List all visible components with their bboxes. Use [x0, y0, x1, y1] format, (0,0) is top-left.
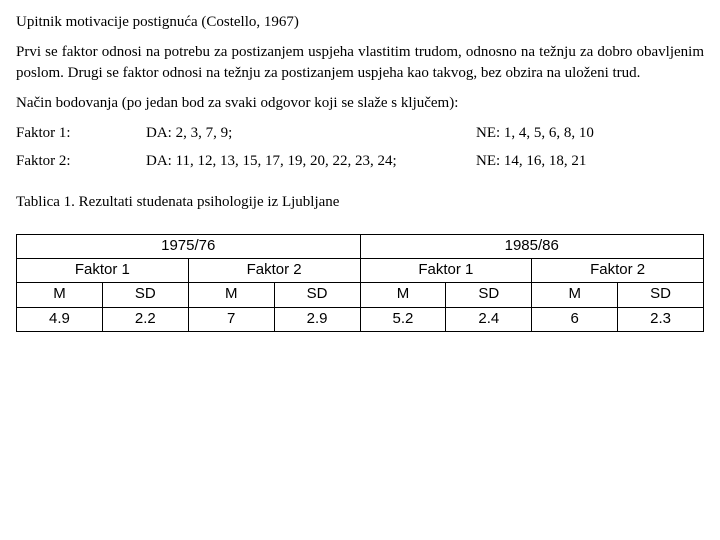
stat-header: M: [17, 283, 103, 307]
value-cell: 4.9: [17, 307, 103, 331]
table-row: 1975/76 1985/86: [17, 234, 704, 258]
value-cell: 6: [532, 307, 618, 331]
value-cell: 7: [188, 307, 274, 331]
table-row: M SD M SD M SD M SD: [17, 283, 704, 307]
factor-label: Faktor 1:: [16, 123, 146, 143]
scoring-row: Faktor 2: DA: 11, 12, 13, 15, 17, 19, 20…: [16, 151, 704, 171]
year-header: 1975/76: [17, 234, 361, 258]
table-caption: Tablica 1. Rezultati studenata psihologi…: [16, 192, 704, 212]
value-cell: 2.9: [274, 307, 360, 331]
factor-ne: NE: 1, 4, 5, 6, 8, 10: [476, 123, 704, 143]
factor-header: Faktor 1: [17, 259, 189, 283]
factor-da: DA: 11, 12, 13, 15, 17, 19, 20, 22, 23, …: [146, 151, 476, 171]
factor-header: Faktor 2: [532, 259, 704, 283]
value-cell: 5.2: [360, 307, 446, 331]
value-cell: 2.4: [446, 307, 532, 331]
factor-label: Faktor 2:: [16, 151, 146, 171]
scoring-intro: Način bodovanja (po jedan bod za svaki o…: [16, 93, 704, 113]
table-row: 4.9 2.2 7 2.9 5.2 2.4 6 2.3: [17, 307, 704, 331]
factor-ne: NE: 14, 16, 18, 21: [476, 151, 704, 171]
factor-da: DA: 2, 3, 7, 9;: [146, 123, 476, 143]
factor-header: Faktor 2: [188, 259, 360, 283]
page-title: Upitnik motivacije postignuća (Costello,…: [16, 12, 704, 32]
stat-header: M: [532, 283, 618, 307]
stat-header: SD: [274, 283, 360, 307]
stat-header: M: [188, 283, 274, 307]
year-header: 1985/86: [360, 234, 704, 258]
stat-header: SD: [618, 283, 704, 307]
stat-header: M: [360, 283, 446, 307]
factor-header: Faktor 1: [360, 259, 532, 283]
table-row: Faktor 1 Faktor 2 Faktor 1 Faktor 2: [17, 259, 704, 283]
stat-header: SD: [446, 283, 532, 307]
description-paragraph: Prvi se faktor odnosi na potrebu za post…: [16, 42, 704, 83]
results-table: 1975/76 1985/86 Faktor 1 Faktor 2 Faktor…: [16, 234, 704, 332]
value-cell: 2.3: [618, 307, 704, 331]
scoring-row: Faktor 1: DA: 2, 3, 7, 9; NE: 1, 4, 5, 6…: [16, 123, 704, 143]
value-cell: 2.2: [102, 307, 188, 331]
stat-header: SD: [102, 283, 188, 307]
